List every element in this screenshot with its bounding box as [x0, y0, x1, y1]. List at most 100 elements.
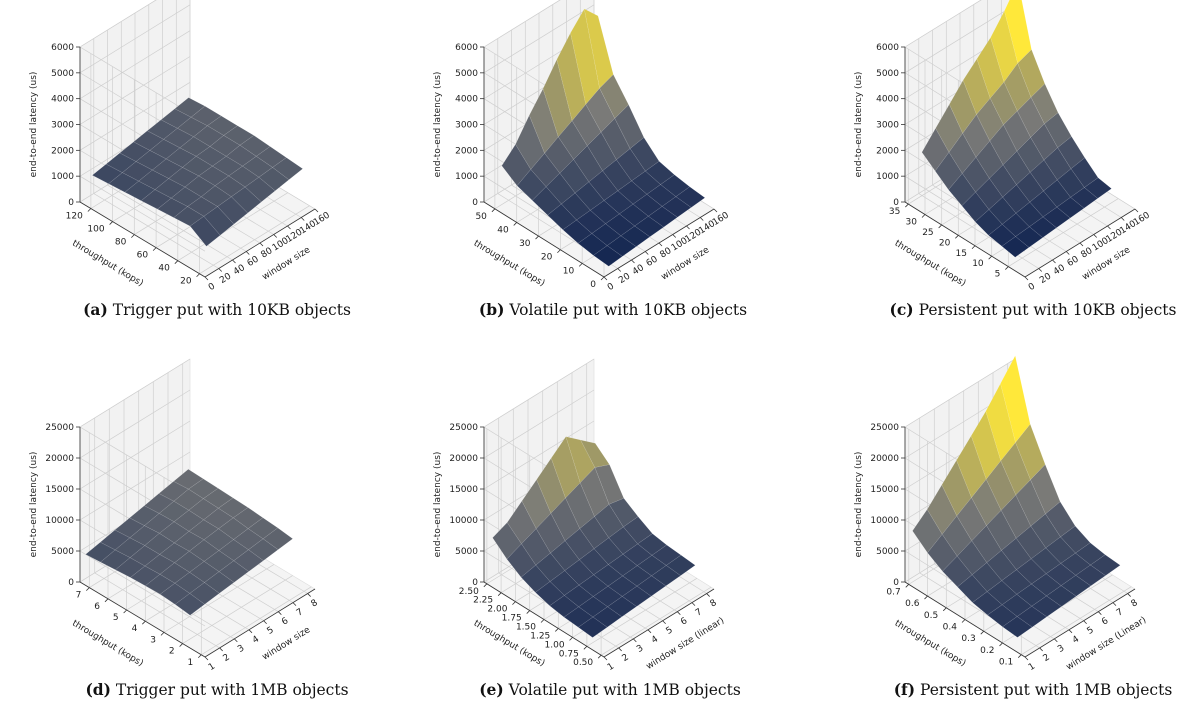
- y-tick-mark: [597, 654, 602, 659]
- y-tick-mark: [905, 584, 910, 588]
- x-tick-mark: [672, 234, 677, 238]
- y-tick-mark: [988, 255, 992, 260]
- x-tick-label: 60: [1066, 254, 1081, 269]
- x-tick-mark: [204, 276, 209, 281]
- x-tick-mark: [1093, 234, 1098, 238]
- z-axis-label: end-to-end latency (us): [433, 72, 443, 178]
- z-tick-label: 2000: [455, 146, 478, 156]
- x-tick-label: 40: [631, 263, 646, 278]
- y-tick-mark: [535, 235, 539, 240]
- y-tick-label: 0.2: [980, 646, 994, 656]
- z-tick-label: 3000: [51, 121, 74, 131]
- y-axis-label: throughput (kops): [70, 239, 145, 289]
- y-tick-mark: [104, 598, 109, 603]
- x-tick-label: 5: [1086, 625, 1096, 637]
- x-tick-label: 4: [650, 634, 660, 646]
- y-tick-label: 0.6: [905, 599, 920, 609]
- y-tick-mark: [955, 235, 959, 239]
- y-tick-mark: [905, 203, 909, 208]
- x-tick-label: 20: [1038, 271, 1053, 286]
- x-tick-label: 160: [711, 210, 731, 228]
- caption-label: (a): [83, 300, 108, 319]
- z-tick-label: 10000: [45, 516, 74, 526]
- x-tick-label: 160: [312, 210, 332, 228]
- x-tick-label: 4: [251, 634, 261, 646]
- z-tick-label: 25000: [870, 423, 899, 433]
- x-tick-label: 7: [1115, 607, 1125, 619]
- x-tick-mark: [686, 225, 690, 230]
- caption-label: (e): [479, 680, 504, 699]
- x-tick-mark: [647, 629, 652, 634]
- y-tick-mark: [491, 208, 496, 213]
- surface: [91, 97, 304, 247]
- y-tick-mark: [540, 619, 545, 623]
- x-tick-label: 20: [218, 271, 233, 286]
- x-tick-mark: [644, 251, 649, 255]
- x-tick-mark: [1065, 251, 1070, 255]
- y-tick-label: 1.25: [530, 631, 550, 641]
- x-tick-mark: [1112, 602, 1117, 606]
- x-axis-line: [1024, 588, 1136, 658]
- x-tick-mark: [631, 259, 635, 264]
- y-tick-label: 10: [563, 266, 575, 276]
- z-axis-label: end-to-end latency (us): [854, 452, 864, 558]
- x-tick-mark: [1083, 620, 1087, 625]
- x-tick-label: 160: [1132, 210, 1152, 228]
- z-axis-label: end-to-end latency (us): [854, 72, 864, 178]
- y-tick-label: 0.4: [943, 623, 958, 633]
- z-tick-label: 5000: [51, 69, 74, 79]
- z-tick-label: 0: [472, 578, 478, 588]
- surface-patch: [1090, 554, 1121, 576]
- x-tick-label: 60: [246, 254, 261, 269]
- y-tick-label: 1.50: [516, 623, 536, 633]
- z-tick-label: 5000: [876, 547, 899, 557]
- z-tick-label: 0: [68, 198, 74, 208]
- chart-panel-f: 0 5000 10000 15000 20000 25000 end-to-end late…: [854, 355, 1148, 673]
- y-tick-label: 10: [972, 259, 984, 269]
- y-tick-mark: [921, 214, 926, 218]
- chart-panel-c: 0 1000 2000 3000 4000 5000 6000 end-to-end late…: [854, 0, 1152, 293]
- caption-label: (d): [85, 680, 111, 699]
- y-tick-label: 0.1: [999, 658, 1013, 668]
- x-axis-line: [603, 588, 715, 658]
- y-tick-mark: [600, 276, 605, 281]
- y-tick-label: 25: [922, 228, 933, 238]
- x-tick-label: 6: [679, 616, 689, 628]
- surface-patch: [665, 554, 696, 576]
- y-tick-label: 2: [169, 647, 175, 657]
- z-tick-label: 1000: [876, 172, 899, 182]
- y-tick-mark: [971, 245, 976, 250]
- x-tick-mark: [662, 620, 666, 625]
- x-tick-label: 0: [1027, 281, 1037, 293]
- x-tick-label: 1: [606, 662, 616, 674]
- x-tick-label: 5: [266, 625, 276, 637]
- z-tick-label: 15000: [45, 485, 74, 495]
- x-tick-label: 2: [621, 652, 631, 664]
- z-tick-label: 5000: [876, 69, 899, 79]
- y-tick-label: 1.00: [545, 640, 565, 650]
- z-tick-label: 25000: [449, 423, 478, 433]
- z-tick-label: 1000: [455, 172, 478, 182]
- x-tick-label: 3: [236, 643, 246, 655]
- z-tick-label: 6000: [876, 43, 899, 53]
- x-tick-mark: [204, 656, 209, 661]
- x-tick-mark: [1068, 629, 1073, 634]
- x-tick-mark: [1120, 217, 1125, 221]
- z-tick-label: 3000: [876, 121, 899, 131]
- y-tick-label: 4: [132, 624, 138, 634]
- surface: [912, 355, 1121, 638]
- x-tick-mark: [287, 225, 291, 230]
- y-tick-label: 100: [87, 225, 104, 235]
- x-tick-label: 8: [1130, 598, 1140, 610]
- x-tick-label: 0: [606, 281, 616, 293]
- x-tick-mark: [300, 217, 305, 221]
- caption-d: (d) Trigger put with 1MB objects: [85, 680, 348, 699]
- y-tick-mark: [86, 587, 90, 591]
- x-tick-mark: [232, 259, 236, 264]
- surface-patch: [675, 186, 706, 208]
- y-tick-label: 60: [137, 251, 149, 261]
- z-tick-label: 10000: [449, 516, 478, 526]
- caption-text: Trigger put with 10KB objects: [112, 301, 351, 319]
- z-tick-label: 5000: [455, 69, 478, 79]
